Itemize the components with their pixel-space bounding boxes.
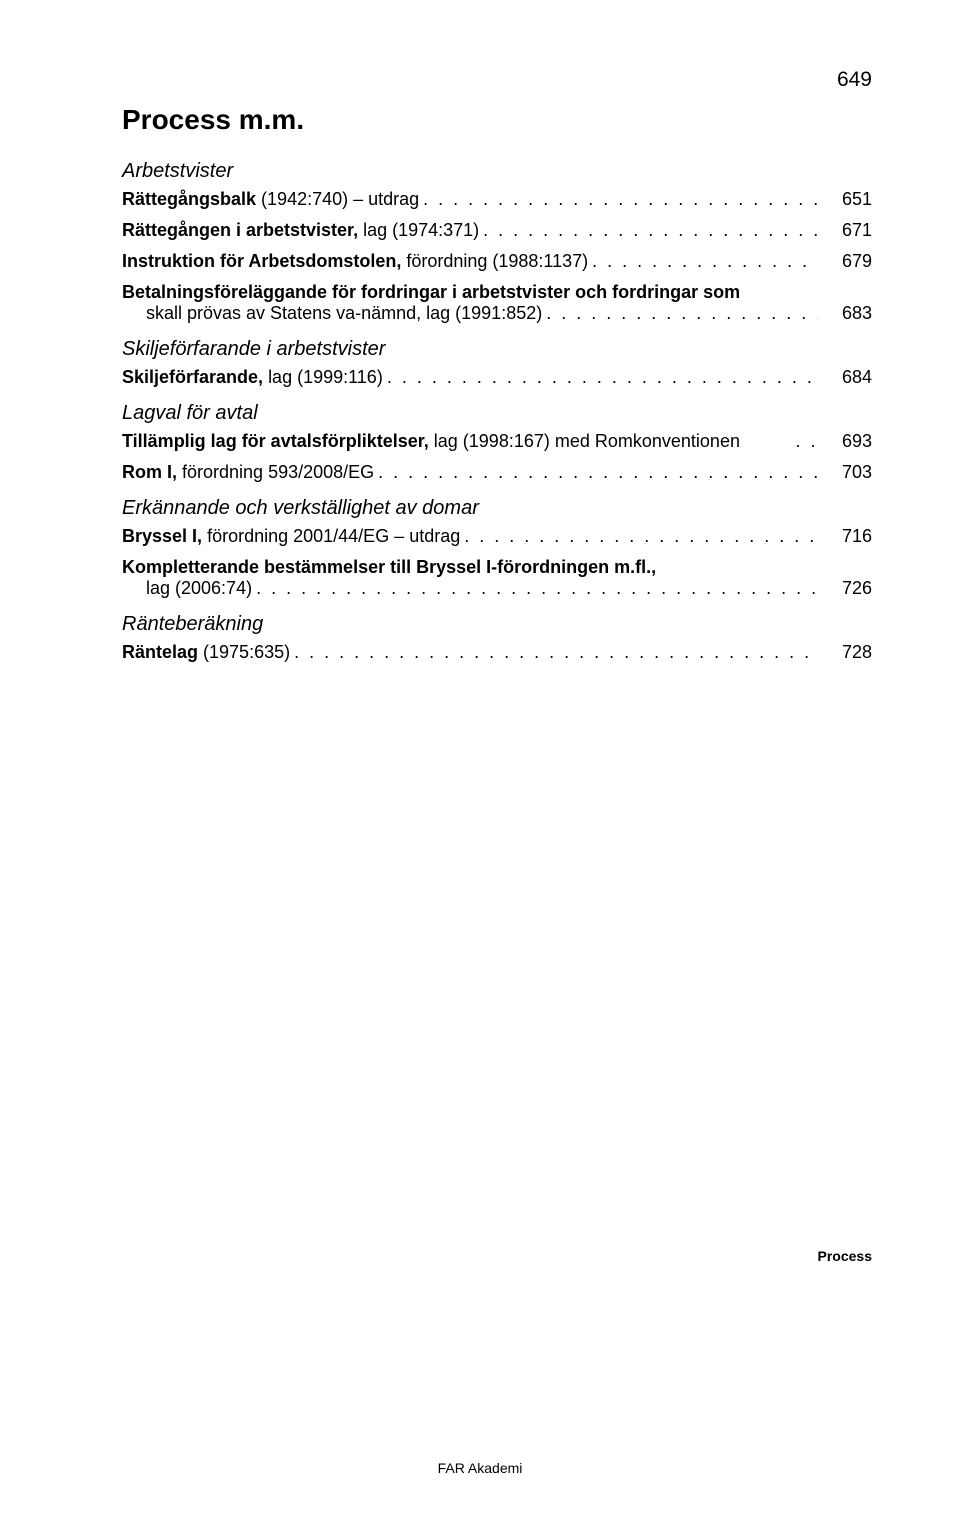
toc-content: Arbetstvister Rättegångsbalk (1942:740) –… — [122, 160, 872, 663]
dot-leader: . . . . . . . . . . . . . . . . . . . . … — [294, 642, 818, 663]
entry-title-bold: Rättegången i arbetstvister, — [122, 220, 363, 241]
entry-subtitle: lag (2006:74) — [146, 578, 252, 599]
entry-page-number: 716 — [822, 526, 872, 547]
entry-title-bold: Rättegångsbalk — [122, 189, 261, 210]
entry-page-number: 679 — [822, 251, 872, 272]
entry-page-number: 683 — [822, 303, 872, 324]
entry-page-number: 726 — [822, 578, 872, 599]
entry-subtitle: skall prövas av Statens va-nämnd, lag (1… — [146, 303, 542, 324]
dot-leader: . . — [795, 431, 818, 452]
entry-page-number: 693 — [822, 431, 872, 452]
entry-title-bold: Skiljeförfarande, — [122, 367, 268, 388]
entry-title-bold: Instruktion för Arbetsdomstolen, — [122, 251, 406, 272]
section-heading: Arbetstvister — [122, 160, 872, 183]
side-section-label: Process — [818, 1248, 872, 1264]
entry-title-bold: Rom I, — [122, 462, 182, 483]
section-heading: Ränteberäkning — [122, 613, 872, 636]
entry-subtitle: förordning 593/2008/EG — [182, 462, 374, 483]
toc-entry: Rättegången i arbetstvister, lag (1974:3… — [122, 220, 872, 241]
section-heading: Lagval för avtal — [122, 402, 872, 425]
entry-title-bold: Bryssel I, — [122, 526, 207, 547]
entry-page-number: 671 — [822, 220, 872, 241]
entry-title-bold: Räntelag — [122, 642, 203, 663]
entry-page-number: 728 — [822, 642, 872, 663]
entry-page-number: 703 — [822, 462, 872, 483]
toc-entry: Tillämplig lag för avtalsförpliktelser, … — [122, 431, 872, 452]
footer-label: FAR Akademi — [438, 1460, 523, 1476]
entry-subtitle: lag (1999:116) — [268, 367, 383, 388]
entry-subtitle: förordning 2001/44/EG – utdrag — [207, 526, 460, 547]
dot-leader: . . . . . . . . . . . . . . . . . . . . … — [464, 526, 818, 547]
section-heading: Erkännande och verkställighet av domar — [122, 497, 872, 520]
entry-subtitle: förordning (1988:1137) — [406, 251, 588, 272]
toc-entry: Betalningsföreläggande för fordringar i … — [122, 282, 872, 324]
toc-entry: Rättegångsbalk (1942:740) – utdrag. . . … — [122, 189, 872, 210]
toc-entry: Räntelag (1975:635). . . . . . . . . . .… — [122, 642, 872, 663]
dot-leader: . . . . . . . . . . . . . . . . . . . . … — [423, 189, 818, 210]
toc-entry: Kompletterande bestämmelser till Bryssel… — [122, 557, 872, 599]
toc-entry: Instruktion för Arbetsdomstolen, förordn… — [122, 251, 872, 272]
dot-leader: . . . . . . . . . . . . . . . . . . . . … — [387, 367, 818, 388]
entry-title-bold: Tillämplig lag för avtalsförpliktelser, — [122, 431, 434, 452]
entry-subtitle: (1942:740) – utdrag — [261, 189, 419, 210]
entry-title-bold: Betalningsföreläggande för fordringar i … — [122, 282, 740, 302]
entry-subtitle: (1975:635) — [203, 642, 290, 663]
entry-page-number: 684 — [822, 367, 872, 388]
entry-subtitle: lag (1974:371) — [363, 220, 479, 241]
toc-entry: Skiljeförfarande, lag (1999:116). . . . … — [122, 367, 872, 388]
dot-leader: . . . . . . . . . . . . . . . . . . . . … — [256, 578, 818, 599]
entry-subtitle: lag (1998:167) med Romkonventionen — [434, 431, 740, 452]
dot-leader: . . . . . . . . . . . . . . . . . . . . … — [378, 462, 818, 483]
entry-title-bold: Kompletterande bestämmelser till Bryssel… — [122, 557, 656, 577]
toc-entry: Rom I, förordning 593/2008/EG. . . . . .… — [122, 462, 872, 483]
entry-page-number: 651 — [822, 189, 872, 210]
toc-entry: Bryssel I, förordning 2001/44/EG – utdra… — [122, 526, 872, 547]
main-title: Process m.m. — [122, 104, 872, 136]
section-heading: Skiljeförfarande i arbetstvister — [122, 338, 872, 361]
dot-leader: . . . . . . . . . . . . . . . . . . . . … — [592, 251, 818, 272]
page-number-top: 649 — [837, 68, 872, 92]
dot-leader: . . . . . . . . . . . . . . . . . . . . … — [546, 303, 818, 324]
dot-leader: . . . . . . . . . . . . . . . . . . . . … — [483, 220, 818, 241]
